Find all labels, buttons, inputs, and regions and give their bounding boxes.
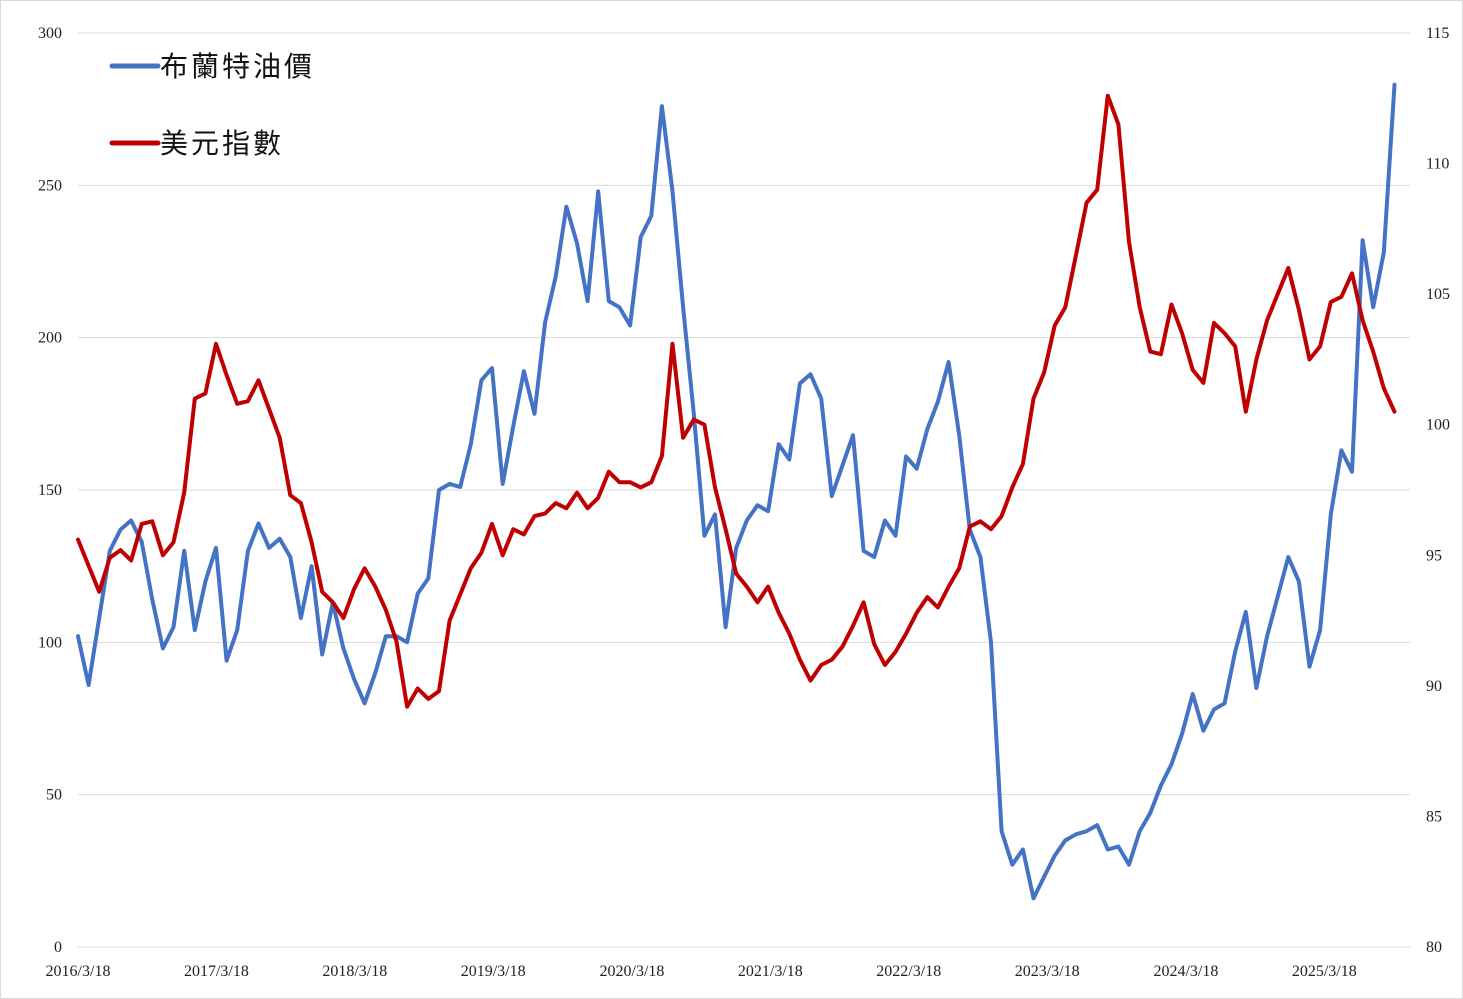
y-axis-left: 0 50 100 150 200 250 300 [38, 25, 62, 956]
x-tick-label: 2020/3/18 [600, 963, 665, 980]
legend-label: 布蘭特油價 [160, 50, 315, 83]
y-left-tick-label: 50 [46, 787, 62, 804]
y-left-tick-label: 250 [38, 177, 62, 194]
y-axis-right: 80 85 90 95 100 105 110 115 [1426, 25, 1450, 956]
x-tick-label: 2021/3/18 [738, 963, 803, 980]
x-tick-label: 2019/3/18 [461, 963, 526, 980]
x-tick-label: 2018/3/18 [322, 963, 387, 980]
y-left-tick-label: 0 [54, 939, 62, 956]
gridlines [78, 32, 1410, 948]
y-left-tick-label: 300 [38, 25, 62, 42]
y-right-tick-label: 110 [1426, 156, 1449, 173]
y-right-tick-label: 105 [1426, 286, 1450, 303]
y-right-tick-label: 95 [1426, 547, 1442, 564]
x-tick-label: 2016/3/18 [46, 963, 111, 980]
y-right-tick-label: 115 [1426, 25, 1449, 42]
y-left-tick-label: 150 [38, 482, 62, 499]
y-right-tick-label: 100 [1426, 417, 1450, 434]
y-left-tick-label: 100 [38, 634, 62, 651]
x-axis: 2016/3/18 2017/3/18 2018/3/18 2019/3/18 2020… [46, 963, 1357, 980]
y-right-tick-label: 80 [1426, 939, 1442, 956]
y-right-tick-label: 85 [1426, 808, 1442, 825]
series-line-0 [76, 82, 1397, 901]
y-right-tick-label: 90 [1426, 678, 1442, 695]
series-lines [76, 82, 1397, 901]
x-tick-label: 2025/3/18 [1292, 963, 1357, 980]
series-line-1 [76, 93, 1397, 709]
legend-label: 美元指數 [160, 127, 284, 160]
y-left-tick-label: 200 [38, 330, 62, 347]
x-tick-label: 2024/3/18 [1153, 963, 1218, 980]
x-tick-label: 2017/3/18 [184, 963, 249, 980]
x-tick-label: 2022/3/18 [876, 963, 941, 980]
x-tick-label: 2023/3/18 [1015, 963, 1080, 980]
